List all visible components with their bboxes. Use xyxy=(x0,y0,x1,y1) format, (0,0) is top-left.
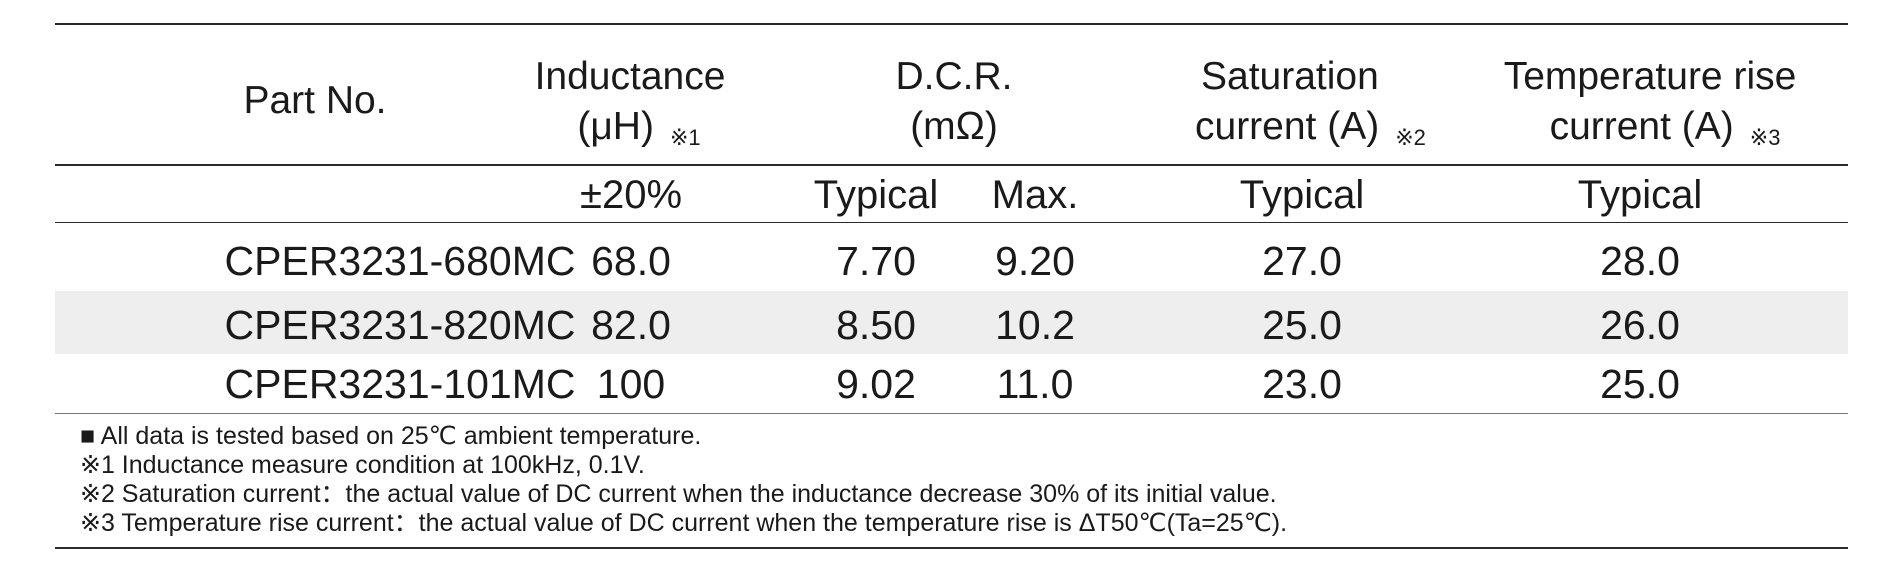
header-saturation: Saturation current (A) ※2 xyxy=(1195,52,1475,157)
header-dcr-unit: (mΩ) xyxy=(910,105,998,148)
footnote-inductance: ※1 Inductance measure condition at 100kH… xyxy=(80,451,645,479)
header-temperature-unit: current (A) ※3 xyxy=(1549,105,1781,150)
header-temperature: Temperature rise current (A) ※3 xyxy=(1480,52,1820,157)
cell-inductance: 68.0 xyxy=(591,238,671,284)
cell-temperature: 25.0 xyxy=(1600,361,1680,407)
cell-dcr-typical: 7.70 xyxy=(836,238,916,284)
footnote-mark-2: ※2 xyxy=(1395,125,1426,150)
cell-inductance: 82.0 xyxy=(591,302,671,348)
cell-dcr-typical: 8.50 xyxy=(836,302,916,348)
table-top-rule xyxy=(55,23,1848,25)
cell-dcr-max: 9.20 xyxy=(995,238,1075,284)
footnotes: ■ All data is tested based on 25℃ ambien… xyxy=(80,422,1287,538)
cell-dcr-max: 11.0 xyxy=(996,361,1074,407)
subheader-dcr-max: Max. xyxy=(991,173,1079,217)
header-inductance-title: Inductance xyxy=(534,55,726,98)
header-inductance-unit: (μH) ※1 xyxy=(577,105,701,150)
cell-temperature: 28.0 xyxy=(1600,238,1680,284)
header-temperature-title: Temperature rise xyxy=(1503,55,1797,98)
footnote-temperature: ※3 Temperature rise current：the actual v… xyxy=(80,509,1288,537)
notes-bottom-rule xyxy=(55,547,1848,549)
subheader-saturation-typical: Typical xyxy=(1239,173,1365,217)
subheader-bottom-rule xyxy=(55,222,1848,223)
header-inductance: Inductance (μH) ※1 xyxy=(520,52,740,157)
subheader-tolerance: ±20% xyxy=(579,173,683,217)
table-row: CPER3231-820MC 82.0 8.50 10.2 25.0 26.0 xyxy=(55,291,1848,354)
cell-inductance: 100 xyxy=(596,361,666,407)
table-bottom-rule xyxy=(55,413,1848,414)
subheader-temperature-typical: Typical xyxy=(1577,173,1703,217)
header-dcr-title: D.C.R. xyxy=(895,55,1013,98)
cell-part-no: CPER3231-820MC xyxy=(224,302,576,348)
footnote-mark-1: ※1 xyxy=(669,125,701,150)
cell-saturation: 27.0 xyxy=(1262,238,1342,284)
subheader-dcr-typical: Typical xyxy=(813,173,939,217)
cell-part-no: CPER3231-680MC xyxy=(224,238,576,284)
footnote-ambient: ■ All data is tested based on 25℃ ambien… xyxy=(80,422,702,450)
cell-temperature: 26.0 xyxy=(1600,302,1680,348)
footnote-saturation: ※2 Saturation current：the actual value o… xyxy=(80,480,1277,508)
cell-saturation: 23.0 xyxy=(1262,361,1342,407)
footnote-mark-3: ※3 xyxy=(1749,125,1781,150)
header-dcr: D.C.R. (mΩ) xyxy=(854,52,1054,152)
cell-dcr-max: 10.2 xyxy=(995,302,1075,348)
header-bottom-rule xyxy=(55,164,1848,166)
cell-saturation: 25.0 xyxy=(1262,302,1342,348)
header-saturation-title: Saturation xyxy=(1201,55,1379,98)
cell-part-no: CPER3231-101MC xyxy=(224,361,576,407)
table-row: CPER3231-680MC 68.0 7.70 9.20 27.0 28.0 xyxy=(55,227,1848,290)
cell-dcr-typical: 9.02 xyxy=(836,361,916,407)
header-saturation-unit: current (A) ※2 xyxy=(1195,105,1426,150)
table-row: CPER3231-101MC 100 9.02 11.0 23.0 25.0 xyxy=(55,350,1848,413)
header-part-no: Part No. xyxy=(243,79,387,122)
